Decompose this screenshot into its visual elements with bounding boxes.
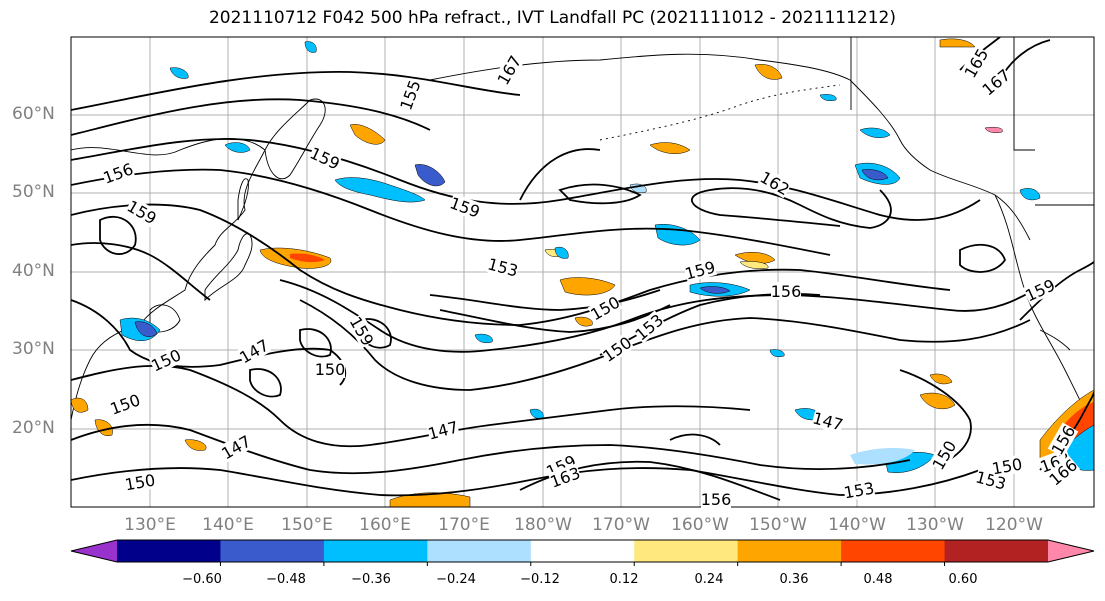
colorbar-extend-high bbox=[1048, 540, 1094, 562]
contour-label-bg bbox=[631, 310, 667, 344]
contour-label-bg bbox=[683, 257, 717, 283]
contour-label-bg bbox=[928, 437, 960, 473]
lat-label-60n: 60°N bbox=[12, 104, 55, 124]
contour-label-bg bbox=[771, 282, 801, 300]
colorbar-tick-label: −0.12 bbox=[520, 572, 560, 587]
contour-label-bg bbox=[1047, 422, 1079, 458]
colorbar-tick-label: −0.24 bbox=[436, 572, 476, 587]
contour-label-bg bbox=[124, 196, 160, 228]
colorbar-bin bbox=[737, 540, 842, 562]
contour-label-bg bbox=[757, 167, 793, 199]
contour-label-bg bbox=[218, 431, 254, 463]
colorbar-tick-label: 0.60 bbox=[948, 572, 978, 587]
lat-label-50n: 50°N bbox=[12, 182, 55, 202]
lon-label-160w: 160°W bbox=[671, 515, 729, 535]
contour-label-bg bbox=[978, 65, 1014, 99]
lon-label-120w: 120°W bbox=[985, 515, 1043, 535]
plot-frame bbox=[70, 36, 1095, 508]
contour-label-bg bbox=[236, 335, 272, 367]
lon-label-140w: 140°W bbox=[828, 515, 886, 535]
colorbar-tick-label: −0.60 bbox=[182, 572, 222, 587]
contour-label-bg bbox=[346, 313, 378, 349]
contour-label-bg bbox=[447, 193, 483, 221]
contour-label-bg bbox=[493, 52, 525, 88]
contour-label-bg bbox=[1045, 455, 1081, 489]
colorbar-tick-label: 0.12 bbox=[609, 572, 639, 587]
lon-label-140e: 140°E bbox=[202, 515, 254, 535]
colorbar-bin bbox=[530, 540, 635, 562]
lon-label-180w: 180°W bbox=[514, 515, 572, 535]
colorbar-bin bbox=[117, 540, 221, 562]
colorbar-bin bbox=[944, 540, 1049, 562]
colorbar-bin bbox=[220, 540, 325, 562]
lon-label-130w: 130°W bbox=[906, 515, 964, 535]
lat-label-40n: 40°N bbox=[12, 261, 55, 281]
contour-label-bg bbox=[107, 390, 143, 418]
colorbar-tick-label: −0.48 bbox=[266, 572, 306, 587]
contour-label: 156 bbox=[701, 490, 732, 509]
contour-label-bg bbox=[990, 454, 1024, 478]
contour-label-bg bbox=[960, 45, 992, 81]
contour-label: 156 bbox=[771, 282, 802, 301]
colorbar-tick-label: 0.24 bbox=[694, 572, 724, 587]
lon-label-150w: 150°W bbox=[749, 515, 807, 535]
colorbar-tick-label: 0.48 bbox=[863, 572, 893, 587]
contour-label-bg bbox=[315, 360, 345, 378]
contour-label-bg bbox=[123, 470, 157, 494]
contour-label-bg bbox=[1022, 275, 1058, 305]
colorbar-tick-label: 0.36 bbox=[779, 572, 809, 587]
contour-label-bg bbox=[396, 77, 424, 113]
colorbar-bin bbox=[634, 540, 739, 562]
colorbar-extend-low bbox=[71, 540, 117, 562]
lat-label-30n: 30°N bbox=[12, 339, 55, 359]
contour-label-bg bbox=[811, 408, 845, 434]
lat-label-20n: 20°N bbox=[12, 418, 55, 438]
colorbar-tick-label: −0.36 bbox=[351, 572, 391, 587]
colorbar-bin bbox=[323, 540, 428, 562]
lon-label-170w: 170°W bbox=[592, 515, 650, 535]
colorbar-bin bbox=[427, 540, 532, 562]
lon-label-150e: 150°E bbox=[281, 515, 333, 535]
contour-label-bg bbox=[547, 463, 583, 491]
contour-label-bg bbox=[100, 159, 136, 187]
contour-label-bg bbox=[599, 333, 635, 365]
colorbar-outline bbox=[70, 539, 1095, 563]
gridlines bbox=[71, 37, 1094, 507]
contour-label-bg bbox=[701, 490, 731, 508]
coastlines bbox=[71, 37, 1094, 431]
contour-label-bg bbox=[486, 254, 520, 280]
colorbar bbox=[70, 539, 1095, 566]
contour-label-bg bbox=[426, 417, 460, 443]
contour-label-bg bbox=[842, 478, 876, 502]
contour-label-bg bbox=[307, 143, 343, 173]
contour-labels: 1561591591591531621591561501531501591471… bbox=[101, 45, 1082, 509]
lon-label-130e: 130°E bbox=[124, 515, 176, 535]
contour-lines bbox=[71, 37, 1094, 501]
contour-label-bg bbox=[587, 292, 623, 324]
contour-label: 150 bbox=[315, 360, 346, 379]
lon-label-170e: 170°E bbox=[438, 515, 490, 535]
contour-label-bg bbox=[148, 345, 184, 375]
map-title: 2021110712 F042 500 hPa refract., IVT La… bbox=[208, 8, 896, 28]
colorbar-bin bbox=[841, 540, 946, 562]
lon-label-160e: 160°E bbox=[359, 515, 411, 535]
